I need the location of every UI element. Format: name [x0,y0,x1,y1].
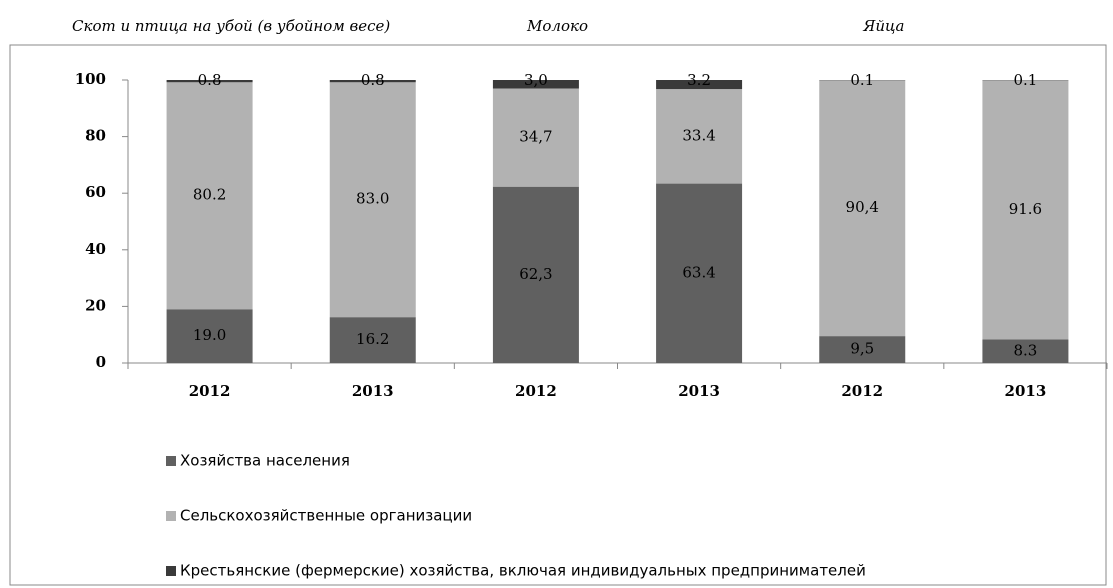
value-label: 91.6 [1009,200,1042,218]
value-label: 34,7 [519,128,552,146]
x-tick-label: 2013 [352,382,394,400]
bar-segment [329,82,416,318]
value-label: 3.2 [687,71,711,89]
value-label: 90,4 [846,198,879,216]
bar-segment [329,317,416,363]
bar-segment [982,80,1069,340]
y-tick-label: 100 [75,70,106,88]
x-tick-label: 2012 [841,382,883,400]
bar-segment [656,183,743,363]
bar-segment [166,82,253,310]
value-label: 0.1 [850,71,874,89]
y-tick-label: 0 [96,353,106,371]
value-label: 62,3 [519,265,552,283]
bar-segment [819,80,906,337]
bar-segment [166,80,253,83]
group-label: Молоко [526,17,588,35]
legend-label: Сельскохозяйственные организации [180,507,472,525]
value-label: 0.8 [361,71,385,89]
bar-segment [656,89,743,184]
y-tick-label: 40 [85,240,106,258]
value-label: 3,0 [524,71,548,89]
value-label: 9,5 [850,340,874,358]
bar-segment [166,309,253,363]
legend-swatch [166,511,176,521]
chart-frame [9,44,1107,586]
y-tick-label: 20 [85,296,106,314]
legend-label: Хозяйства населения [180,452,350,470]
x-tick-label: 2013 [678,382,720,400]
value-label: 80.2 [193,186,226,204]
value-label: 0.1 [1013,71,1037,89]
bar-segment [329,80,416,83]
value-label: 0.8 [198,71,222,89]
bar-segment [492,80,579,89]
legend-swatch [166,456,176,466]
group-label: Яйца [862,17,904,35]
value-label: 19.0 [193,326,226,344]
value-label: 8.3 [1013,341,1037,359]
x-tick-label: 2013 [1005,382,1047,400]
legend-label: Крестьянские (фермерские) хозяйства, вкл… [180,562,866,580]
bar-segment [656,80,743,90]
value-label: 63.4 [682,263,715,281]
x-tick-label: 2012 [189,382,231,400]
bar-segment [982,339,1069,363]
value-label: 33.4 [682,126,715,144]
x-tick-label: 2012 [515,382,557,400]
value-label: 83.0 [356,190,389,208]
y-tick-label: 80 [85,127,106,145]
bar-segment [492,88,579,187]
group-label: Скот и птица на убой (в убойном весе) [72,17,390,35]
legend-swatch [166,566,176,576]
y-tick-label: 60 [85,183,106,201]
bar-segment [492,186,579,363]
bar-segment [819,336,906,363]
value-label: 16.2 [356,330,389,348]
